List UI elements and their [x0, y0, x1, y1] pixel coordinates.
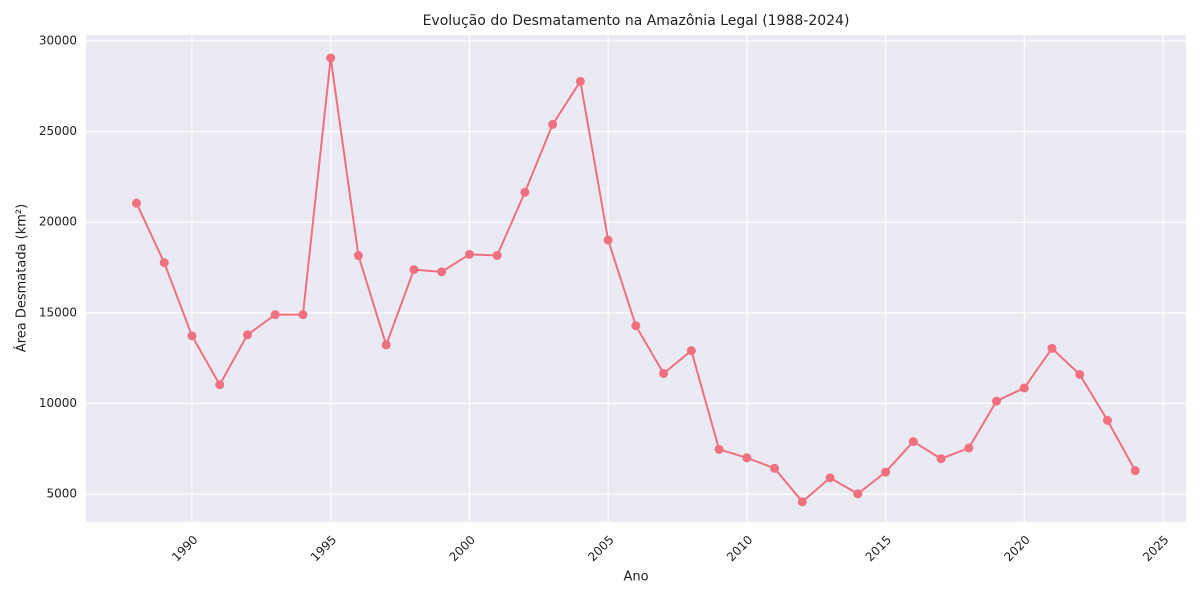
point	[437, 267, 447, 277]
plot-area	[86, 35, 1186, 522]
point	[270, 310, 280, 320]
y-axis-label: Área Desmatada (km²)	[14, 204, 30, 352]
point	[1019, 383, 1029, 393]
point	[381, 340, 391, 350]
point	[215, 380, 225, 390]
point	[242, 330, 252, 340]
point	[714, 444, 724, 454]
point	[770, 463, 780, 473]
point	[1130, 466, 1140, 476]
point	[548, 119, 558, 129]
point	[131, 198, 141, 208]
x-tick-label: 2020	[1001, 533, 1032, 564]
point	[492, 250, 502, 260]
x-tick-label: 1990	[169, 533, 200, 564]
x-tick-label: 2005	[585, 533, 616, 564]
point	[159, 258, 169, 268]
point	[1047, 343, 1057, 353]
chart-title: Evolução do Desmatamento na Amazônia Leg…	[423, 13, 850, 29]
point	[298, 310, 308, 320]
point	[742, 453, 752, 463]
y-tick-label: 5000	[46, 487, 77, 501]
point	[1102, 415, 1112, 425]
y-tick-label: 25000	[39, 124, 77, 138]
point	[353, 251, 363, 261]
point	[992, 396, 1002, 406]
x-tick-label: 2015	[863, 533, 894, 564]
x-tick-label: 1995	[308, 533, 339, 564]
point	[686, 346, 696, 356]
point	[853, 489, 863, 499]
point	[881, 467, 891, 477]
point	[603, 235, 613, 245]
point	[825, 473, 835, 483]
x-tick-label: 2025	[1140, 533, 1171, 564]
point	[964, 443, 974, 453]
x-tick-label: 2000	[447, 533, 478, 564]
point	[520, 187, 530, 197]
point	[659, 368, 669, 378]
point	[187, 331, 197, 341]
point	[464, 249, 474, 259]
point	[631, 321, 641, 331]
point	[936, 454, 946, 464]
point	[409, 265, 419, 275]
point	[797, 497, 807, 507]
point	[575, 76, 585, 86]
x-axis-label: Ano	[623, 570, 648, 585]
point	[326, 53, 336, 63]
x-tick-label: 2010	[724, 533, 755, 564]
y-tick-label: 15000	[39, 305, 77, 319]
y-tick-label: 30000	[39, 33, 77, 47]
point	[1075, 370, 1085, 380]
point	[908, 437, 918, 447]
y-tick-label: 10000	[39, 396, 77, 410]
y-tick-label: 20000	[39, 215, 77, 229]
